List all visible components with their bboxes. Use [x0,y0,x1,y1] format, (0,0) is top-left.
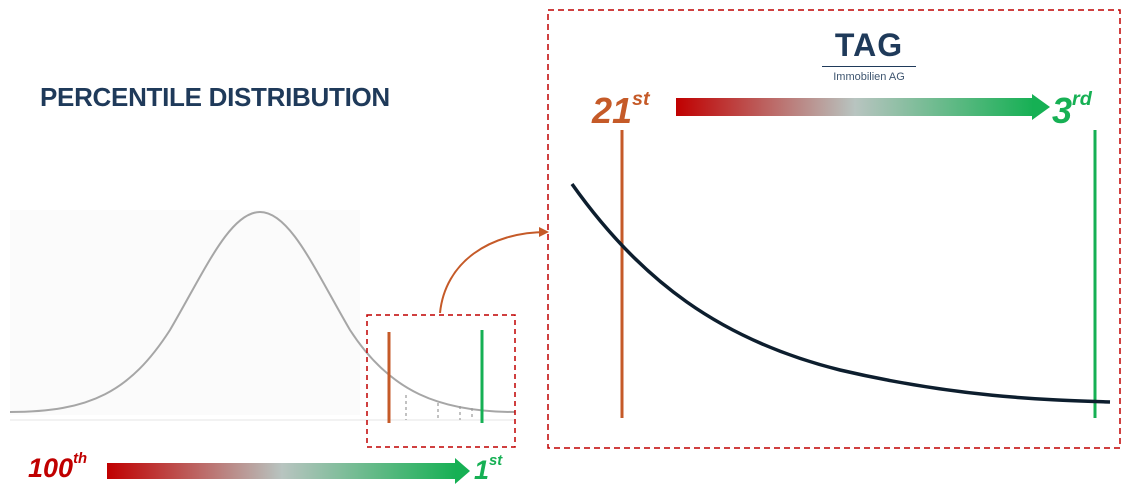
rank-21st-label: 21st [592,88,650,131]
zoom-connector-arrow [439,227,549,314]
tag-logo: TAG Immobilien AG [814,28,924,98]
bottom-gradient-bar [107,463,457,479]
top-gradient-arrowhead [1032,94,1050,120]
rank-1st-label: 1st [474,453,503,485]
rank-100th-label: 100th [28,451,88,483]
diagram-title: PERCENTILE DISTRIBUTION [40,82,390,112]
bell-curve [9,210,516,413]
top-gradient-bar [676,98,1034,116]
rank-3rd-label: 3rd [1052,88,1092,131]
logo-subtitle: Immobilien AG [833,71,905,83]
logo-name: TAG [834,27,904,63]
bottom-gradient-arrowhead [455,458,470,484]
zoom-source-frame [366,314,516,448]
bell-plot-background [10,210,360,415]
zoom-target-frame [547,9,1121,449]
zoom-tail-curve [570,182,1111,404]
logo-divider [822,66,916,67]
